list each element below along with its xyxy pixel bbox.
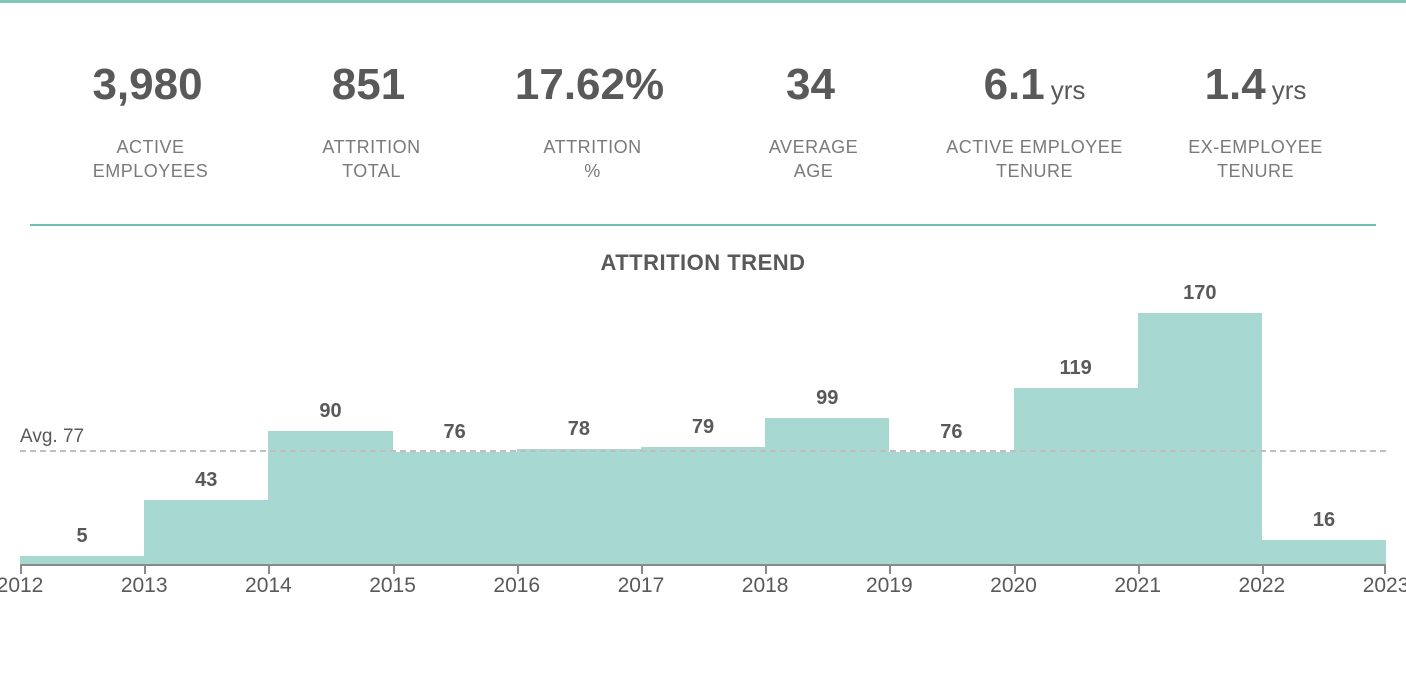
- bar-value-label: 76: [393, 421, 517, 452]
- bar-value-label: 5: [20, 525, 144, 556]
- metric-value: 3,980: [40, 63, 261, 107]
- metric-average-age: 34 AVERAGE AGE: [703, 63, 924, 184]
- value-unit: yrs: [1051, 75, 1086, 105]
- bar-slot: 99: [765, 306, 889, 564]
- metric-active-tenure: 6.1yrs ACTIVE EMPLOYEE TENURE: [924, 63, 1145, 184]
- bar-slot: 170: [1138, 306, 1262, 564]
- bar-value-label: 78: [517, 418, 641, 449]
- bar-value-label: 119: [1014, 357, 1138, 388]
- metric-label: AVERAGE AGE: [703, 135, 924, 184]
- metric-value: 851: [261, 63, 482, 107]
- x-tick-mark: [1262, 566, 1264, 574]
- metric-label: ATTRITION %: [482, 135, 703, 184]
- metric-label: ATTRITION TOTAL: [261, 135, 482, 184]
- bar: 76: [889, 452, 1013, 564]
- bar-value-label: 43: [144, 469, 268, 500]
- metric-label: EX-EMPLOYEE TENURE: [1145, 135, 1366, 184]
- metrics-row: 3,980 ACTIVE EMPLOYEES 851 ATTRITION TOT…: [0, 3, 1406, 224]
- x-tick-mark: [889, 566, 891, 574]
- value-text: 3,980: [92, 60, 202, 109]
- value-text: 851: [332, 60, 405, 109]
- value-unit: yrs: [1272, 75, 1307, 105]
- avg-line-label: Avg. 77: [20, 426, 88, 448]
- metric-label: ACTIVE EMPLOYEES: [40, 135, 261, 184]
- bar-slot: 76: [393, 306, 517, 564]
- x-tick-mark: [641, 566, 643, 574]
- section-divider: [30, 224, 1376, 226]
- x-tick-mark: [517, 566, 519, 574]
- x-tick-label: 2017: [618, 574, 665, 598]
- bar: 119: [1014, 388, 1138, 563]
- x-tick-mark: [393, 566, 395, 574]
- x-tick-label: 2016: [493, 574, 540, 598]
- x-axis-labels: 2012201320142015201620172018201920202021…: [20, 566, 1386, 606]
- bar: 170: [1138, 313, 1262, 564]
- x-tick-label: 2022: [1239, 574, 1286, 598]
- x-tick-mark: [144, 566, 146, 574]
- bar-value-label: 79: [641, 416, 765, 447]
- bar-slot: 119: [1014, 306, 1138, 564]
- x-tick-mark: [268, 566, 270, 574]
- bar-slot: 79: [641, 306, 765, 564]
- x-tick-label: 2021: [1114, 574, 1161, 598]
- x-tick-label: 2019: [866, 574, 913, 598]
- x-tick-mark: [765, 566, 767, 574]
- bar-value-label: 76: [889, 421, 1013, 452]
- x-tick-label: 2013: [121, 574, 168, 598]
- metric-attrition-percent: 17.62% ATTRITION %: [482, 63, 703, 184]
- metric-value: 34: [703, 63, 924, 107]
- metric-label: ACTIVE EMPLOYEE TENURE: [924, 135, 1145, 184]
- x-tick-label: 2015: [369, 574, 416, 598]
- bar-value-label: 170: [1138, 282, 1262, 313]
- metric-value: 17.62%: [482, 63, 703, 107]
- attrition-trend-chart: Avg. 77 54390767879997611917016 20122013…: [20, 306, 1386, 606]
- x-tick-mark: [20, 566, 22, 574]
- bar: 43: [144, 500, 268, 563]
- value-text: 34: [786, 60, 835, 109]
- bar: 76: [393, 452, 517, 564]
- bar-slot: 16: [1262, 306, 1386, 564]
- bar-slot: 43: [144, 306, 268, 564]
- metric-attrition-total: 851 ATTRITION TOTAL: [261, 63, 482, 184]
- bars-container: 54390767879997611917016: [20, 306, 1386, 564]
- bar: 79: [641, 447, 765, 563]
- bar-slot: 78: [517, 306, 641, 564]
- value-text: 17.62%: [515, 60, 664, 109]
- chart-title: ATTRITION TREND: [0, 250, 1406, 276]
- bar-value-label: 99: [765, 387, 889, 418]
- bar: 78: [517, 449, 641, 564]
- bar-value-label: 90: [268, 400, 392, 431]
- bar-slot: 76: [889, 306, 1013, 564]
- bar: 99: [765, 418, 889, 564]
- x-tick-mark: [1014, 566, 1016, 574]
- bar: 16: [1262, 540, 1386, 564]
- x-tick-mark: [1138, 566, 1140, 574]
- metric-active-employees: 3,980 ACTIVE EMPLOYEES: [40, 63, 261, 184]
- metric-value: 6.1yrs: [924, 63, 1145, 107]
- x-tick-label: 2020: [990, 574, 1037, 598]
- x-tick-label: 2018: [742, 574, 789, 598]
- x-tick: 20222023: [1262, 566, 1386, 606]
- x-tick-label: 2012: [0, 574, 43, 598]
- bar: 5: [20, 556, 144, 563]
- value-text: 1.4: [1205, 60, 1266, 109]
- x-tick-label: 2023: [1363, 574, 1406, 598]
- avg-reference-line: [20, 450, 1386, 452]
- bar-slot: 90: [268, 306, 392, 564]
- x-tick-label: 2014: [245, 574, 292, 598]
- metric-ex-tenure: 1.4yrs EX-EMPLOYEE TENURE: [1145, 63, 1366, 184]
- bar-value-label: 16: [1262, 509, 1386, 540]
- value-text: 6.1: [984, 60, 1045, 109]
- metric-value: 1.4yrs: [1145, 63, 1366, 107]
- x-tick-mark: [1384, 566, 1386, 574]
